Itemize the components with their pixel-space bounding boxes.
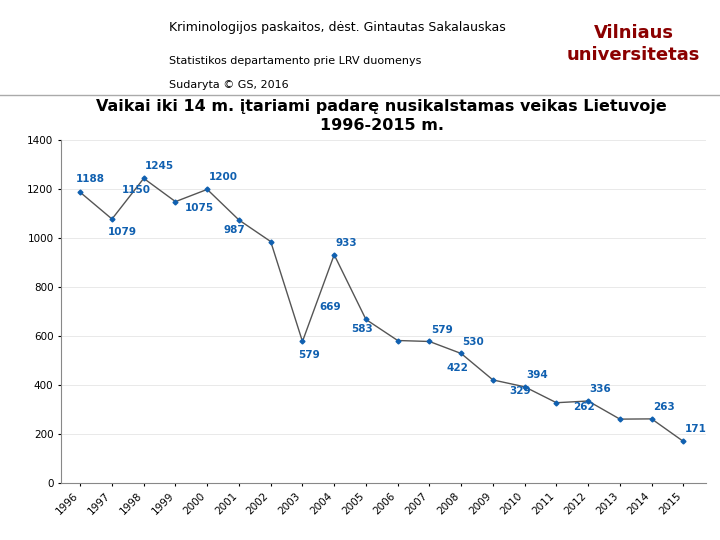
Text: 583: 583 [351,323,373,334]
Text: 422: 422 [446,363,468,373]
Text: 1150: 1150 [122,185,150,195]
Text: 1079: 1079 [108,227,137,237]
Text: Statistikos departamento prie LRV duomenys: Statistikos departamento prie LRV duomen… [169,56,422,66]
Text: 171: 171 [685,424,706,435]
Text: 579: 579 [431,325,453,335]
Text: 1200: 1200 [209,172,238,183]
Text: 263: 263 [653,402,675,412]
Text: 394: 394 [526,370,548,380]
Text: 669: 669 [319,302,341,313]
Text: Vilniaus
universitetas: Vilniaus universitetas [567,24,701,64]
Text: Kriminologijos paskaitos, dėst. Gintautas Sakalauskas: Kriminologijos paskaitos, dėst. Gintauta… [169,22,506,35]
Text: Vaikai iki 14 m. įtariami padarę nusikalstamas veikas Lietuvoje
1996-2015 m.: Vaikai iki 14 m. įtariami padarę nusikal… [96,99,667,133]
Text: 579: 579 [298,349,320,360]
Text: 1075: 1075 [185,203,214,213]
Text: 933: 933 [336,238,357,248]
Text: 329: 329 [510,386,531,396]
Text: 530: 530 [462,336,485,347]
Text: 987: 987 [224,225,246,234]
Text: 336: 336 [590,384,611,394]
Text: 1245: 1245 [145,161,174,171]
Text: Sudaryta © GS, 2016: Sudaryta © GS, 2016 [169,80,289,90]
Text: 262: 262 [573,402,595,412]
Text: 1188: 1188 [76,174,105,184]
